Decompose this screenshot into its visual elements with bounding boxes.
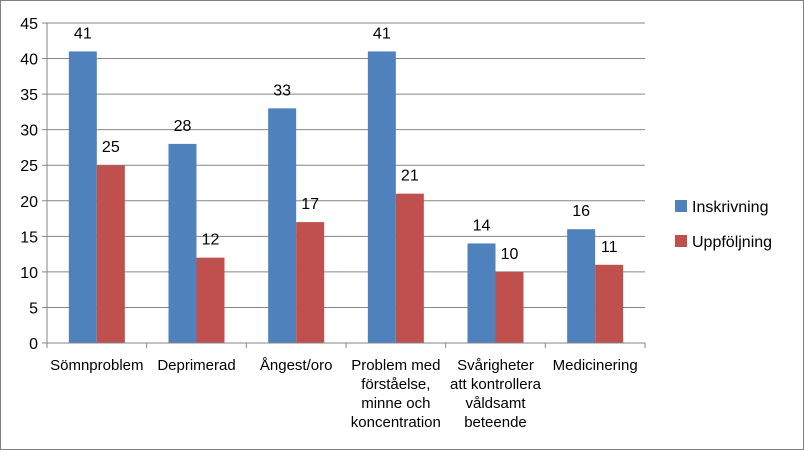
x-category-label-line: Svårigheter <box>457 357 534 374</box>
y-tick-label-40: 40 <box>20 52 38 69</box>
x-category-label-line: Sömnproblem <box>50 357 143 374</box>
x-category-label-4: Svårigheter att kontrollera våldsamt beteen… <box>450 357 542 431</box>
x-category-label-line: minne och <box>361 395 430 412</box>
x-category-label-line: Medicinering <box>553 357 638 374</box>
x-category-label-5: Medicinering <box>553 357 638 374</box>
legend-label-uppföljning: Uppföljning <box>692 234 772 251</box>
x-category-label-line: våldsamt <box>465 395 526 412</box>
x-category-label-line: Problem med <box>351 357 440 374</box>
y-tick-label-45: 45 <box>20 16 38 33</box>
y-tick-label-20: 20 <box>20 194 38 211</box>
data-label-inskrivning-4: 14 <box>473 217 491 234</box>
data-label-uppföljning-0: 25 <box>102 139 120 156</box>
bars <box>68 51 624 343</box>
data-label-inskrivning-0: 41 <box>74 25 92 42</box>
data-label-uppföljning-1: 12 <box>202 232 220 249</box>
y-tick-label-0: 0 <box>29 336 38 353</box>
x-category-label-line: Deprimerad <box>157 357 235 374</box>
x-category-label-2: Ångest/oro <box>260 357 333 374</box>
bar-uppföljning-2 <box>296 222 325 343</box>
data-label-inskrivning-1: 28 <box>174 118 192 135</box>
bar-uppföljning-0 <box>96 165 125 343</box>
y-axis: 0 5 10 15 20 25 30 35 40 45 <box>20 16 48 353</box>
bar-inskrivning-4 <box>467 243 496 343</box>
data-label-inskrivning-2: 33 <box>273 82 291 99</box>
y-tick-label-35: 35 <box>20 87 38 104</box>
legend-label-inskrivning: Inskrivning <box>692 199 768 216</box>
data-labels: 41 25 28 12 33 17 41 21 14 10 16 11 <box>74 25 618 262</box>
data-label-uppföljning-4: 10 <box>501 246 519 263</box>
x-category-label-line: att kontrollera <box>450 376 542 393</box>
bar-inskrivning-5 <box>567 229 596 343</box>
bar-uppföljning-4 <box>495 271 524 343</box>
bar-inskrivning-3 <box>367 51 396 343</box>
legend: Inskrivning Uppföljning <box>675 199 772 251</box>
data-label-inskrivning-3: 41 <box>373 25 391 42</box>
bar-uppföljning-5 <box>595 264 624 343</box>
gridlines <box>47 22 645 344</box>
x-category-label-1: Deprimerad <box>157 357 235 374</box>
x-axis: Sömnproblem Deprimerad Ångest/oro Problem m… <box>46 342 646 431</box>
x-category-label-line: Ångest/oro <box>260 357 333 374</box>
y-tick-label-10: 10 <box>20 265 38 282</box>
x-category-label-line: koncentration <box>351 414 441 431</box>
bar-inskrivning-2 <box>268 108 297 343</box>
legend-swatch-inskrivning <box>675 200 687 212</box>
bar-uppföljning-3 <box>395 193 424 343</box>
y-tick-label-15: 15 <box>20 229 38 246</box>
x-category-label-3: Problem med förståelse, minne och koncentra… <box>351 357 441 431</box>
x-category-label-0: Sömnproblem <box>50 357 143 374</box>
bar-uppföljning-1 <box>196 257 225 343</box>
y-tick-label-5: 5 <box>29 300 38 317</box>
x-category-label-line: förståelse, <box>361 376 430 393</box>
x-category-label-line: beteende <box>464 414 527 431</box>
data-label-uppföljning-2: 17 <box>301 196 319 213</box>
y-tick-label-25: 25 <box>20 158 38 175</box>
y-tick-label-30: 30 <box>20 123 38 140</box>
bar-inskrivning-1 <box>168 143 197 343</box>
data-label-inskrivning-5: 16 <box>572 203 590 220</box>
legend-swatch-uppföljning <box>675 235 687 247</box>
data-label-uppföljning-5: 11 <box>601 239 618 256</box>
bar-inskrivning-0 <box>68 51 97 343</box>
data-label-uppföljning-3: 21 <box>401 168 419 185</box>
